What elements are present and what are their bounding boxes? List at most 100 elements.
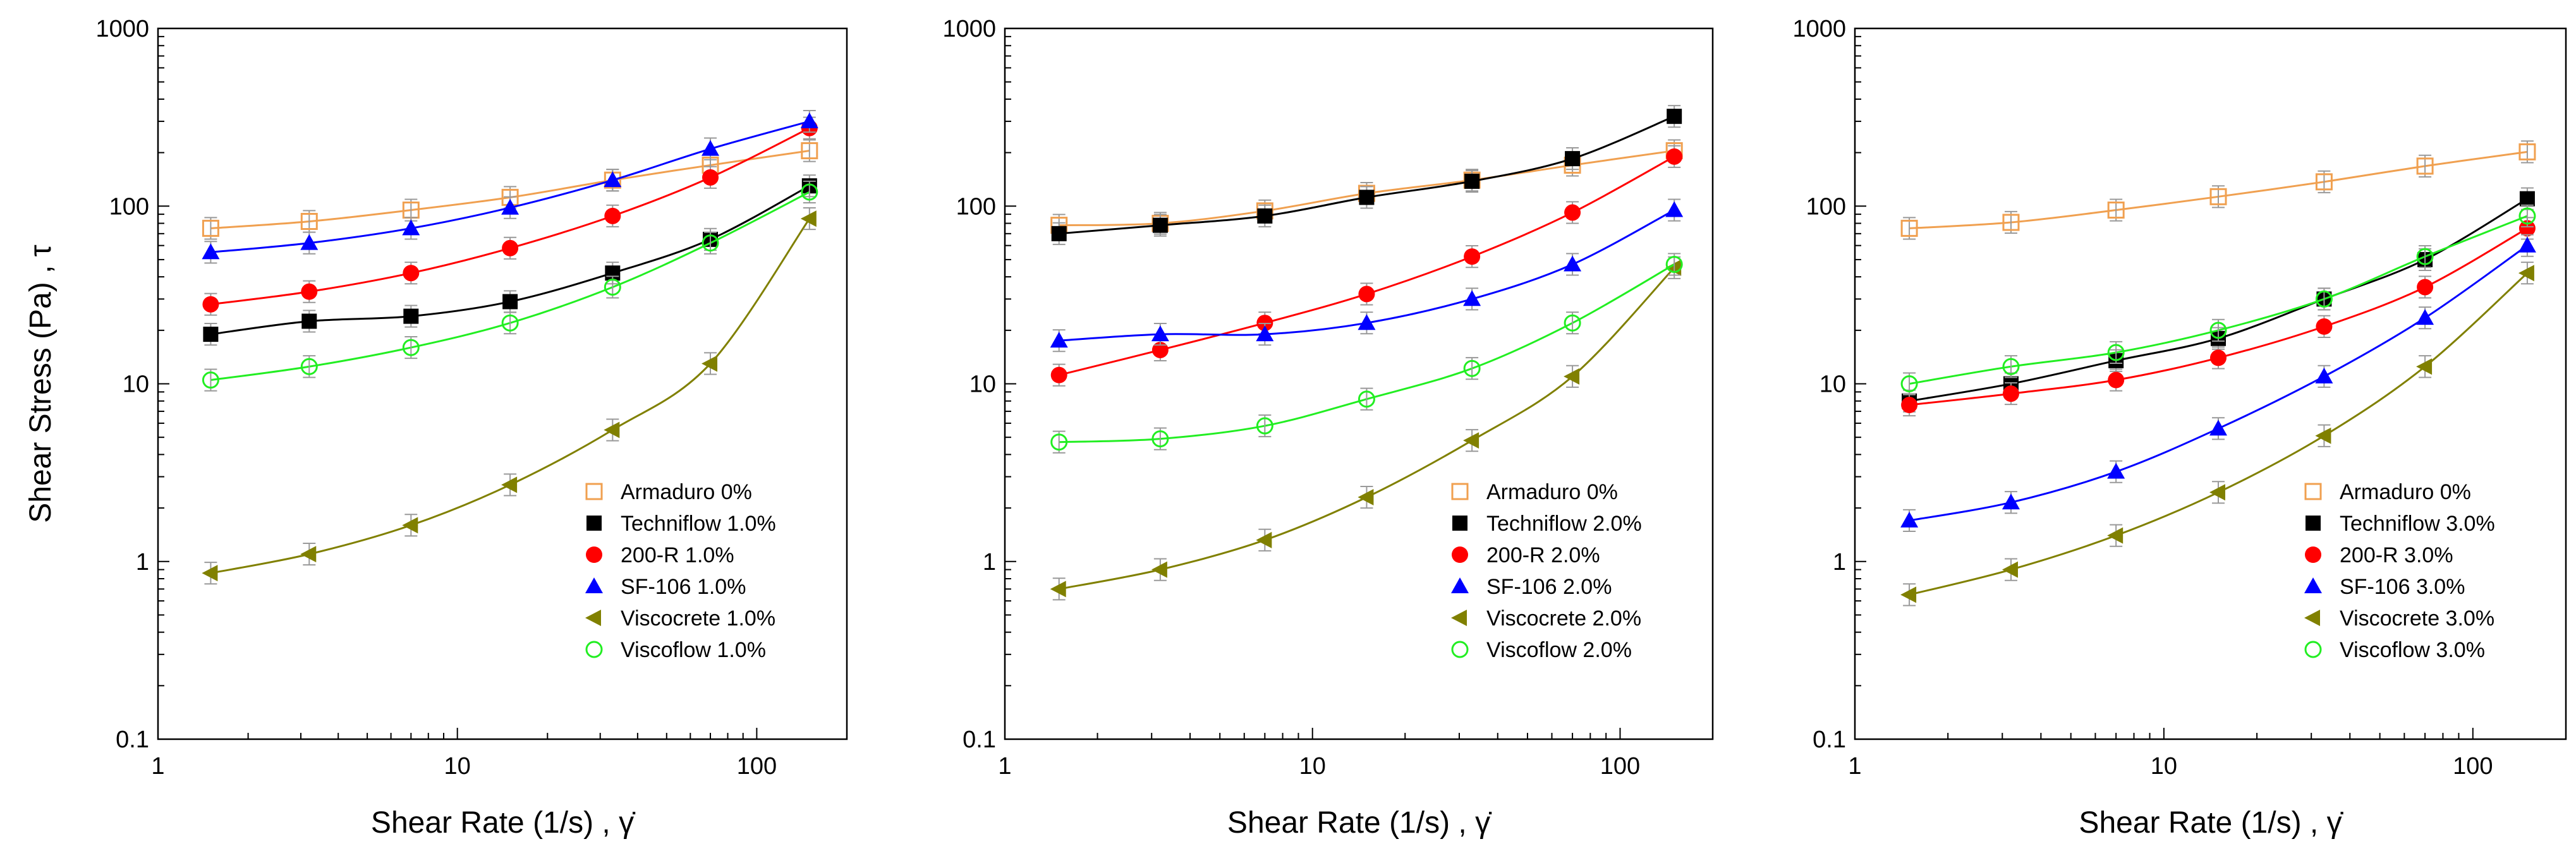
data-point: [1463, 290, 1481, 306]
data-point: [800, 112, 818, 129]
y-axis: 0.1 1 10 100 1000: [1792, 16, 1866, 753]
fit-line: [1059, 115, 1675, 235]
legend-label: 200-R 1.0%: [621, 543, 734, 567]
data-point: [702, 169, 719, 186]
data-point: [1358, 390, 1375, 408]
legend: Armaduro 0% Techniflow 1.0% 200-R 1.0% SF-1…: [585, 480, 776, 662]
legend-marker: [585, 483, 603, 500]
series-sf-106-3-0-: [1900, 234, 2536, 533]
data-point: [300, 234, 319, 250]
data-point: [2416, 248, 2434, 265]
data-point: [801, 142, 818, 160]
data-point: [2108, 371, 2125, 389]
data-point: [1564, 314, 1581, 332]
data-point: [1464, 248, 1481, 265]
data-point: [1463, 432, 1479, 449]
legend-marker: [586, 546, 602, 563]
x-axis-title: Shear Rate (1/s) , γ̇: [2079, 806, 2343, 840]
y-tick-label: 100: [109, 193, 149, 220]
data-point: [2107, 202, 2125, 219]
data-point: [1665, 255, 1683, 273]
data-point: [1256, 417, 1273, 435]
legend-item: Armaduro 0%: [1451, 480, 1618, 504]
legend: Armaduro 0% Techniflow 3.0% 200-R 3.0% SF-1…: [2304, 480, 2495, 662]
data-point: [1359, 190, 1375, 205]
legend-item: SF-106 3.0%: [2304, 575, 2465, 599]
x-tick-label: 100: [737, 753, 777, 780]
legend-label: Viscocrete 2.0%: [1486, 607, 1641, 631]
data-point: [402, 219, 420, 236]
x-tick-label: 1: [1848, 753, 1861, 780]
data-point: [2518, 265, 2534, 282]
data-point: [2315, 173, 2333, 191]
y-tick-label: 1000: [942, 16, 996, 42]
series-techniflow-2-0-: [1051, 105, 1682, 245]
legend-marker: [585, 577, 603, 593]
legend-item: Viscoflow 2.0%: [1451, 638, 1632, 662]
y-tick-label: 1: [983, 549, 996, 576]
series-viscoflow-1-0-: [202, 180, 818, 392]
legend-label: Viscocrete 3.0%: [2340, 607, 2494, 631]
legend-label: Viscoflow 3.0%: [2340, 638, 2485, 662]
y-axis: 0.1 1 10 100 1000: [942, 16, 1016, 753]
data-point: [1666, 148, 1683, 165]
data-point: [1256, 531, 1272, 548]
legend-marker: [585, 641, 603, 658]
data-point: [1050, 366, 1067, 383]
plot-frame: [1004, 27, 1714, 740]
data-point: [1358, 314, 1376, 330]
y-tick-label: 10: [1820, 371, 1846, 398]
legend-label: Techniflow 3.0%: [2340, 512, 2495, 536]
series-armaduro-0-: [202, 139, 818, 240]
legend-marker: [1452, 516, 1467, 531]
data-point: [402, 517, 418, 534]
data-point: [702, 140, 720, 156]
legend-label: SF-106 2.0%: [1486, 575, 1612, 599]
legend-label: Armaduro 0%: [621, 480, 752, 504]
legend-marker: [586, 516, 602, 531]
data-point: [604, 207, 621, 224]
legend-label: Armaduro 0%: [1486, 480, 1618, 504]
data-point: [1565, 151, 1581, 167]
data-point: [1152, 217, 1168, 233]
data-point: [604, 421, 620, 438]
data-point: [202, 243, 220, 260]
data-point: [1900, 511, 1919, 528]
legend-label: 200-R 3.0%: [2340, 543, 2453, 567]
data-point: [1257, 208, 1273, 224]
data-point: [2518, 207, 2536, 225]
data-point: [203, 327, 219, 342]
plot-frame: [157, 27, 848, 740]
data-point: [2518, 143, 2536, 160]
legend-item: Viscocrete 3.0%: [2304, 607, 2494, 631]
data-point: [1665, 201, 1684, 217]
data-point: [1051, 226, 1067, 241]
data-point: [301, 283, 318, 300]
series-200-r-2-0-: [1050, 145, 1683, 387]
data-point: [2315, 427, 2331, 444]
legend-label: Viscocrete 1.0%: [621, 607, 775, 631]
series-sf-106-2-0-: [1050, 198, 1684, 353]
data-point: [1564, 255, 1582, 272]
x-axis-title: Shear Rate (1/s) , γ̇: [1227, 806, 1492, 840]
data-point: [800, 210, 817, 227]
data-point: [1151, 430, 1169, 448]
data-point: [502, 239, 519, 256]
y-tick-label: 1000: [95, 16, 149, 42]
data-point: [1358, 286, 1375, 303]
data-point: [604, 278, 621, 296]
data-point: [2315, 290, 2333, 308]
x-tick-label: 1: [151, 753, 164, 780]
legend-marker: [1451, 641, 1469, 658]
legend-label: Viscoflow 2.0%: [1486, 638, 1632, 662]
legend-marker: [585, 610, 601, 626]
data-point: [1900, 375, 1918, 392]
x-tick-label: 1: [998, 753, 1011, 780]
legend-marker: [2304, 483, 2322, 500]
x-axis-title: Shear Rate (1/s) , γ̇: [371, 806, 636, 840]
y-axis: 0.1 1 10 100 1000: [95, 16, 169, 753]
data-point: [801, 183, 818, 201]
legend-marker: [1451, 577, 1469, 593]
